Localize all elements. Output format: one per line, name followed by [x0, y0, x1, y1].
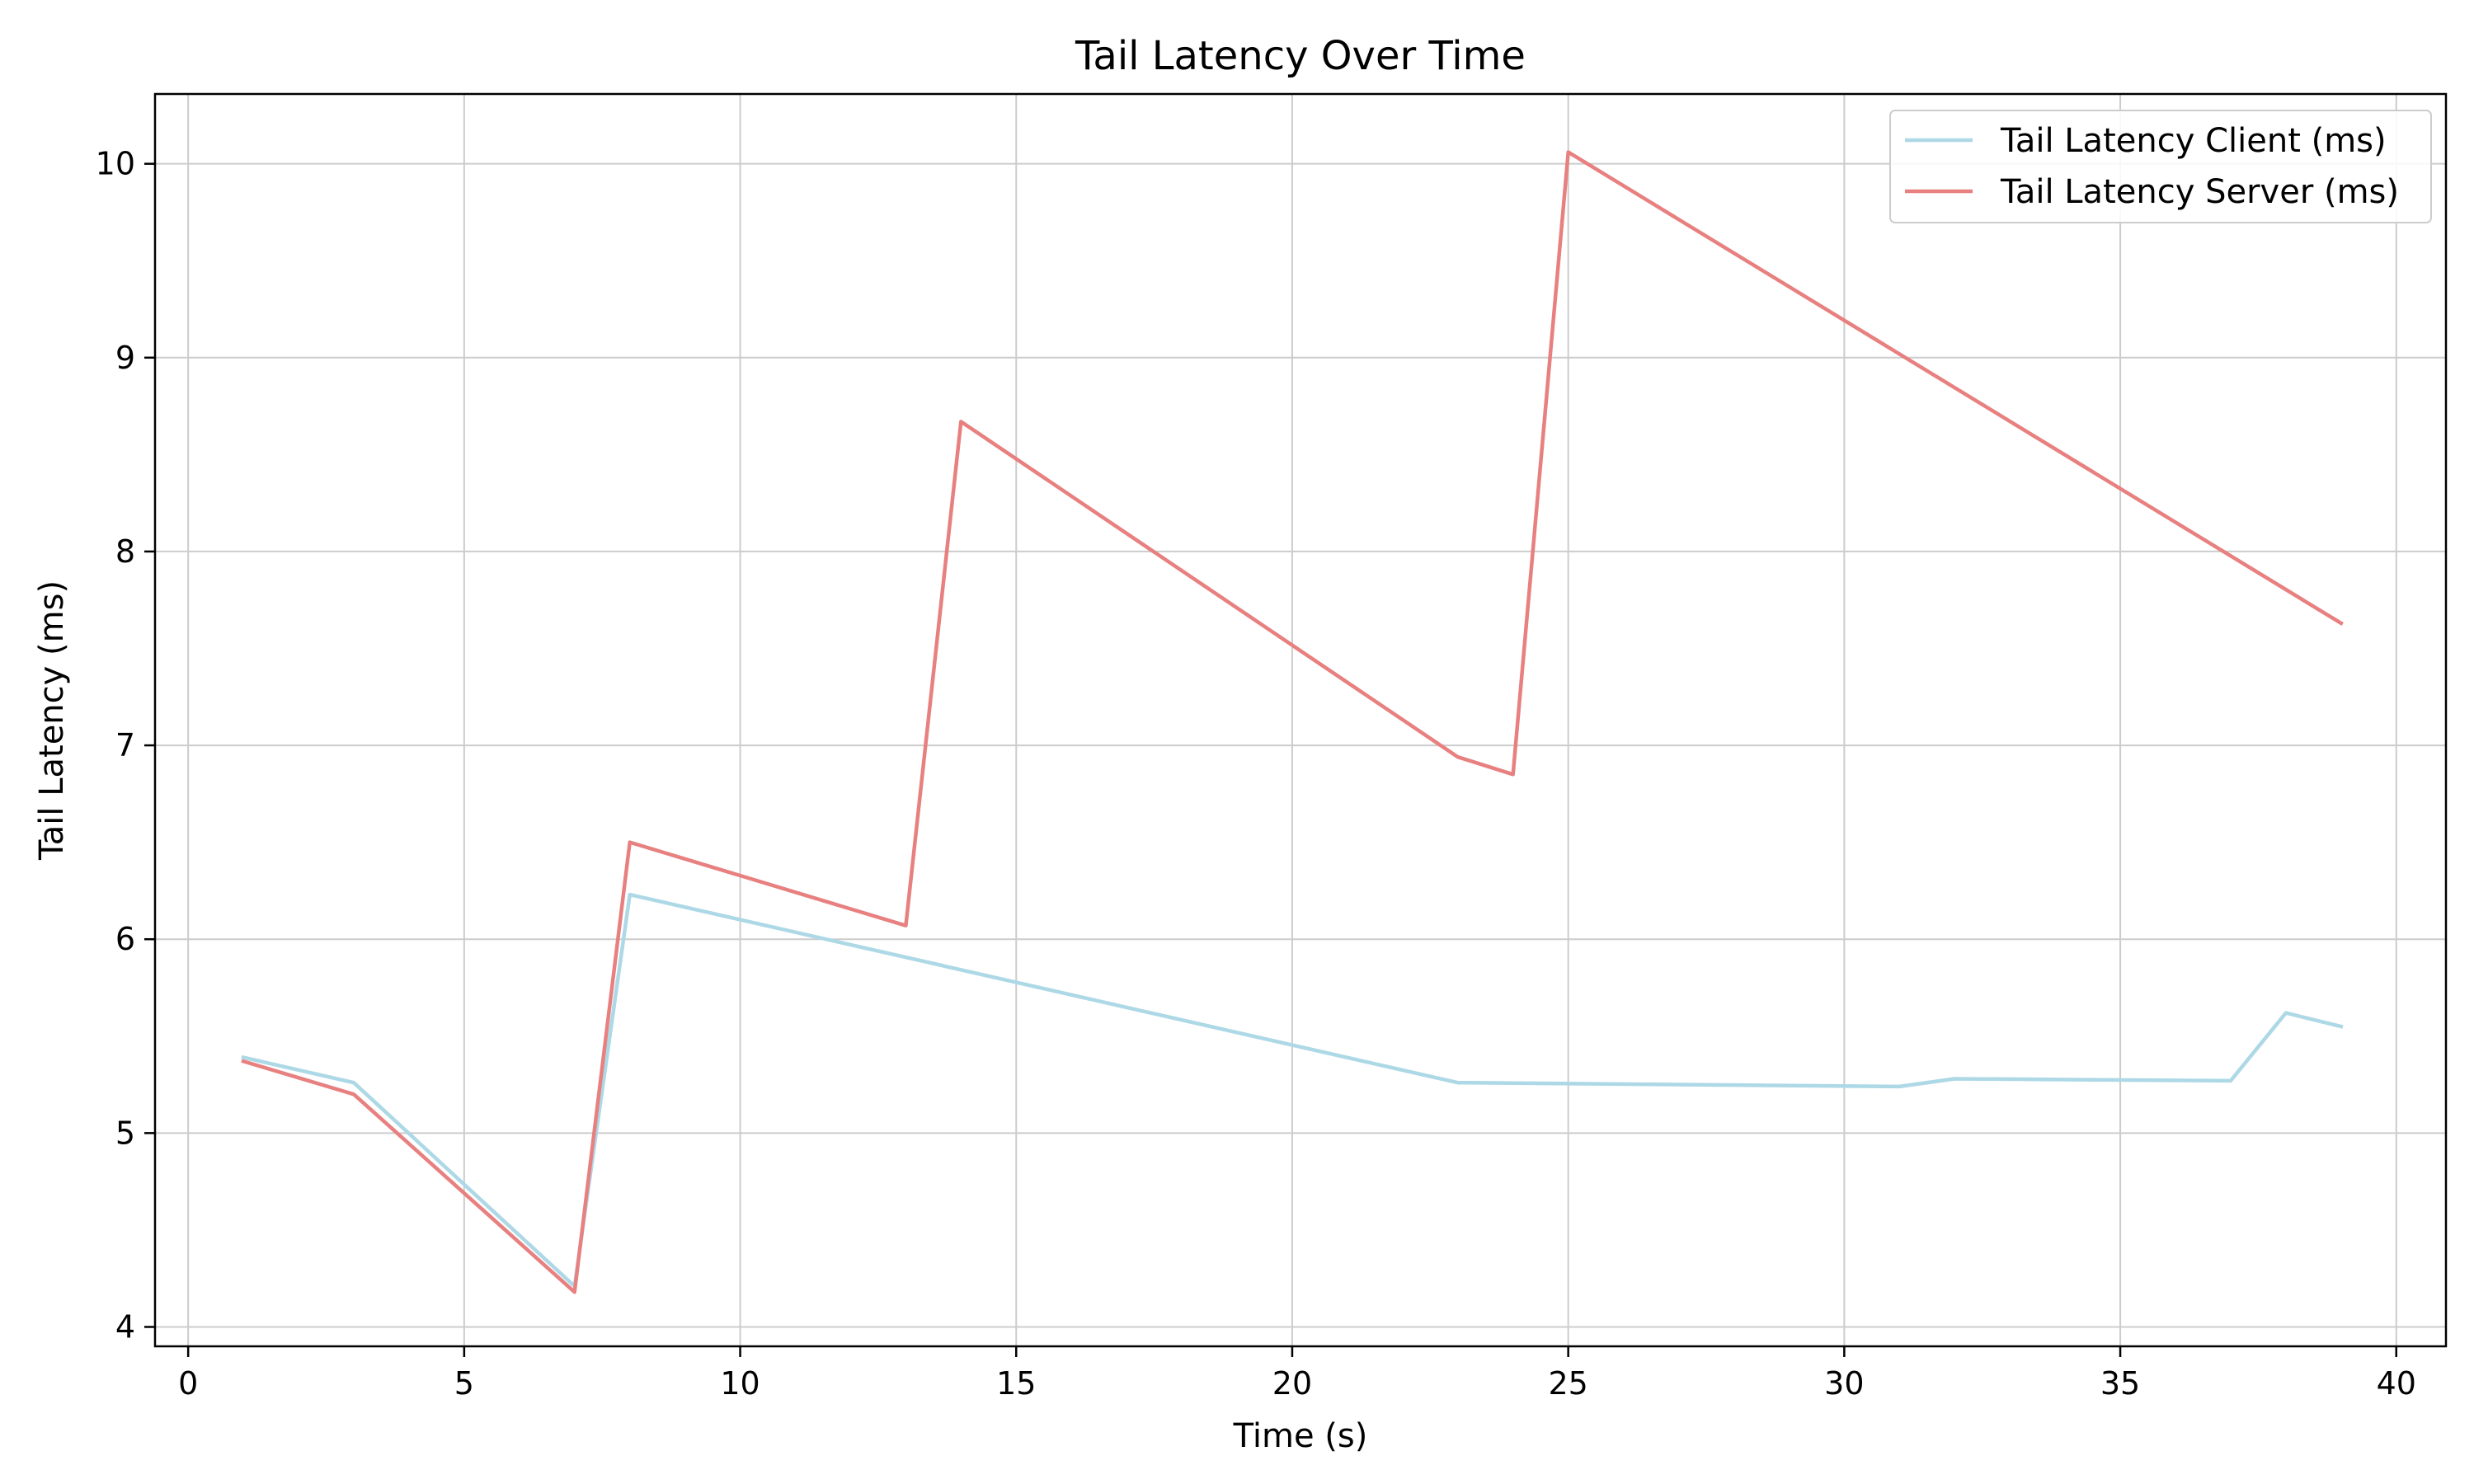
x-tick-label: 40	[2377, 1365, 2416, 1402]
x-tick-label: 10	[720, 1365, 760, 1402]
x-tick-label: 5	[454, 1365, 474, 1402]
series-line-server	[241, 150, 2344, 1294]
plot-frame	[153, 92, 2448, 1348]
y-tick-label: 5	[115, 1115, 135, 1151]
y-tick-label: 7	[115, 727, 135, 763]
x-tick-label: 25	[1548, 1365, 1587, 1402]
legend-label-server: Tail Latency Server (ms)	[2000, 173, 2399, 211]
chart-title: Tail Latency Over Time	[1075, 33, 1526, 79]
series-lines	[241, 150, 2344, 1294]
y-tick-label: 8	[115, 533, 135, 570]
y-tick-label: 4	[115, 1308, 135, 1345]
y-axis: 4 5 6 7 8 9 10	[96, 146, 155, 1345]
legend: Tail Latency Client (ms) Tail Latency Ser…	[1889, 110, 2432, 223]
x-tick-label: 20	[1272, 1365, 1312, 1402]
y-tick-label: 10	[96, 146, 135, 182]
x-tick-label: 15	[996, 1365, 1036, 1402]
legend-box	[1889, 110, 2432, 223]
x-axis-label: Time (s)	[1233, 1417, 1368, 1455]
legend-label-client: Tail Latency Client (ms)	[2000, 122, 2387, 160]
x-tick-label: 0	[178, 1365, 198, 1402]
series-line-client	[241, 892, 2344, 1289]
y-axis-label: Tail Latency (ms)	[33, 580, 71, 861]
grid-lines	[155, 94, 2446, 1346]
y-tick-label: 9	[115, 340, 135, 376]
x-tick-label: 30	[1824, 1365, 1864, 1402]
y-tick-label: 6	[115, 921, 135, 957]
x-axis: 0 5 10 15 20 25 30 35 40	[178, 1346, 2416, 1402]
x-tick-label: 35	[2100, 1365, 2140, 1402]
